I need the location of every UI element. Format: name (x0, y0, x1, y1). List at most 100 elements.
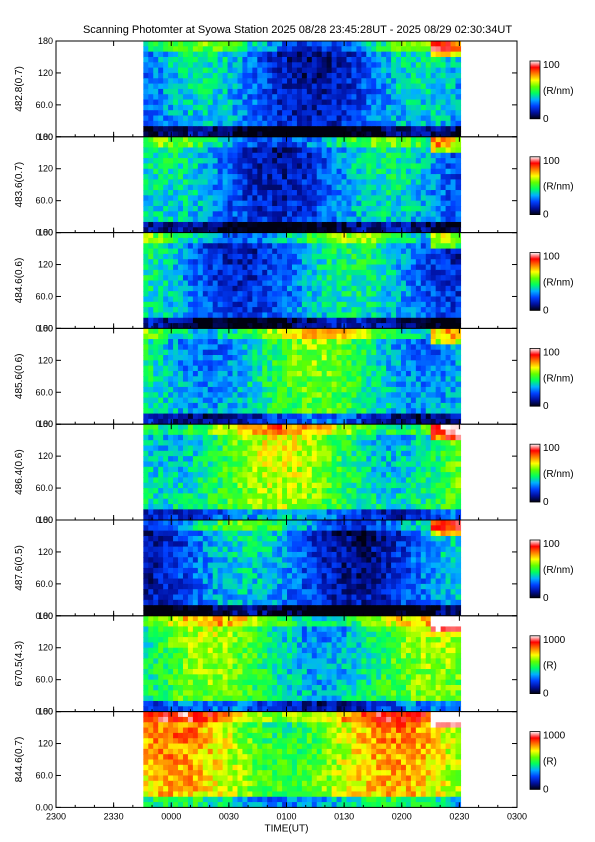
x-tick-label: 2300 (46, 811, 66, 821)
colorbar-min-label: 0 (543, 210, 549, 221)
panel-6: 0.00 60.0 120 180 487.6(0.5) 100 0 (R/nm) (14, 515, 574, 621)
y-tick-label: 120 (38, 451, 53, 461)
x-tick-label: 0100 (276, 811, 296, 821)
y-tick-label: 120 (38, 547, 53, 557)
y-axis-label-7: 670.5(4.3) (14, 641, 25, 687)
y-tick-label: 120 (38, 355, 53, 365)
colorbar-max-label: 100 (543, 347, 560, 358)
y-tick-label: 60.0 (35, 483, 53, 493)
colorbar-max-label: 100 (543, 539, 560, 550)
y-tick-label: 120 (38, 643, 53, 653)
y-tick-label: 0.00 (35, 323, 53, 333)
heatmap-3 (143, 232, 462, 329)
y-tick-label: 120 (38, 260, 53, 270)
y-tick-label: 180 (38, 36, 53, 46)
y-tick-label: 0.00 (35, 515, 53, 525)
y-tick-label: 60.0 (35, 675, 53, 685)
y-tick-label: 120 (38, 164, 53, 174)
y-tick-label: 0.00 (35, 707, 53, 717)
x-tick-label: 0200 (392, 811, 412, 821)
y-tick-label: 180 (38, 323, 53, 333)
y-axis-label-5: 486.4(0.6) (14, 449, 25, 495)
y-tick-label: 60.0 (35, 387, 53, 397)
heatmap-1 (143, 41, 462, 138)
colorbar-unit-label: (R) (543, 757, 557, 768)
y-axis-label-2: 483.6(0.7) (14, 162, 25, 208)
y-tick-label: 180 (38, 707, 53, 717)
colorbar-unit-label: (R) (543, 661, 557, 672)
y-tick-label: 180 (38, 228, 53, 238)
colorbar-3 (529, 252, 541, 311)
colorbar-min-label: 0 (543, 593, 549, 604)
colorbar-2 (529, 156, 541, 216)
colorbar-5 (529, 443, 541, 503)
y-tick-label: 60.0 (35, 100, 53, 110)
heatmap-6 (143, 520, 462, 617)
y-tick-label: 0.00 (35, 228, 53, 238)
colorbar-unit-label: (R/nm) (543, 565, 574, 576)
colorbar-max-label: 100 (543, 60, 560, 71)
panel-1: 0.00 60.0 120 180 482.8(0.7) 100 0 (R/nm) (14, 36, 574, 142)
y-tick-label: 120 (38, 68, 53, 78)
panel-3: 0.00 60.0 120 180 484.6(0.6) 100 0 (R/nm) (14, 228, 574, 334)
colorbar-max-label: 100 (543, 156, 560, 167)
y-axis-label-3: 484.6(0.6) (14, 258, 25, 304)
colorbar-1 (529, 60, 541, 120)
x-tick-label: 0000 (161, 811, 181, 821)
x-axis-label: TIME(UT) (265, 823, 309, 834)
colorbar-unit-label: (R/nm) (543, 86, 574, 97)
colorbar-min-label: 0 (543, 689, 549, 700)
y-axis-label-1: 482.8(0.7) (14, 66, 25, 112)
colorbar-min-label: 0 (543, 401, 549, 412)
y-tick-label: 0.00 (35, 419, 53, 429)
heatmap-7 (143, 615, 462, 713)
y-axis-label-4: 485.6(0.6) (14, 354, 25, 400)
x-tick-label: 0230 (449, 811, 469, 821)
colorbar-max-label: 100 (543, 443, 560, 454)
colorbar-max-label: 1000 (543, 731, 566, 742)
y-tick-label: 60.0 (35, 196, 53, 206)
panel-7: 0.00 60.0 120 180 670.5(4.3) 1000 0 (R) (14, 611, 566, 717)
colorbar-max-label: 100 (543, 252, 560, 263)
y-tick-label: 60.0 (35, 770, 53, 780)
panel-2: 0.00 60.0 120 180 483.6(0.7) 100 0 (R/nm) (14, 132, 574, 238)
colorbar-min-label: 0 (543, 305, 549, 316)
panel-4: 0.00 60.0 120 180 485.6(0.6) 100 0 (R/nm) (14, 323, 574, 429)
colorbar-8 (529, 731, 541, 790)
y-tick-label: 60.0 (35, 291, 53, 301)
colorbar-unit-label: (R/nm) (543, 469, 574, 480)
colorbar-max-label: 1000 (543, 635, 566, 646)
chart-title: Scanning Photomter at Syowa Station 2025… (82, 24, 513, 36)
panel-8: 0.00 60.0 120 180 844.6(0.7) 1000 0 (R) (14, 707, 566, 813)
y-tick-label: 180 (38, 419, 53, 429)
colorbar-4 (529, 347, 541, 407)
x-tick-label: 0130 (334, 811, 354, 821)
colorbar-min-label: 0 (543, 784, 549, 795)
x-tick-label: 0300 (507, 811, 527, 821)
y-tick-label: 180 (38, 132, 53, 142)
y-tick-label: 0.00 (35, 132, 53, 142)
y-tick-label: 0.00 (35, 802, 53, 812)
colorbar-unit-label: (R/nm) (543, 278, 574, 289)
y-tick-label: 180 (38, 611, 53, 621)
y-tick-label: 60.0 (35, 579, 53, 589)
y-tick-label: 180 (38, 515, 53, 525)
colorbar-6 (529, 539, 541, 599)
colorbar-unit-label: (R/nm) (543, 182, 574, 193)
colorbar-7 (529, 635, 541, 694)
colorbar-unit-label: (R/nm) (543, 373, 574, 384)
y-tick-label: 120 (38, 739, 53, 749)
colorbar-min-label: 0 (543, 114, 549, 125)
heatmap-2 (143, 136, 462, 234)
heatmap-5 (143, 424, 462, 521)
panel-5: 0.00 60.0 120 180 486.4(0.6) 100 0 (R/nm) (14, 419, 574, 525)
y-tick-label: 0.00 (35, 611, 53, 621)
x-tick-label: 0030 (219, 811, 239, 821)
y-axis-label-8: 844.6(0.7) (14, 737, 25, 783)
heatmap-8 (143, 711, 462, 808)
colorbar-min-label: 0 (543, 497, 549, 508)
x-tick-label: 2330 (104, 811, 124, 821)
y-axis-label-6: 487.6(0.5) (14, 545, 25, 591)
heatmap-4 (143, 328, 462, 425)
